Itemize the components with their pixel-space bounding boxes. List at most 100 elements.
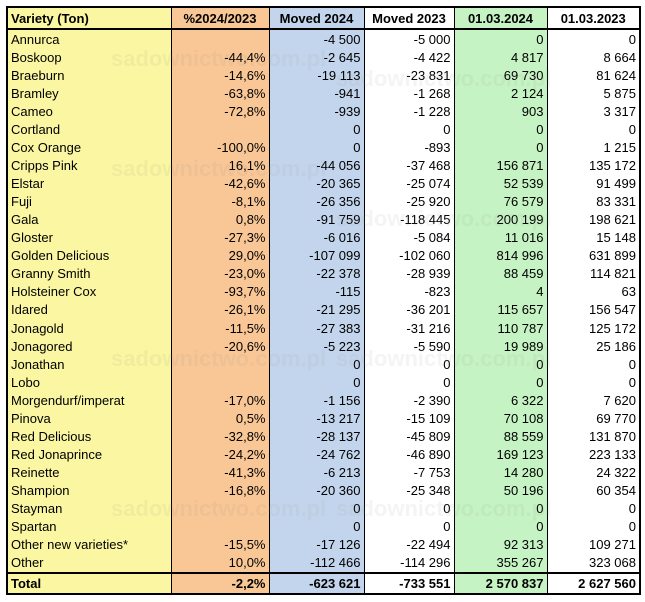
stock-2024-cell: 0 [454, 373, 548, 392]
moved-2023-cell: -893 [364, 138, 455, 157]
stock-2024-cell: 0 [454, 499, 548, 518]
moved-2023-cell: -46 890 [364, 445, 455, 464]
percent-change-cell [171, 29, 270, 49]
variety-cell: Holsteiner Cox [6, 282, 172, 301]
percent-change-cell: 16,1% [171, 156, 270, 175]
stock-2024-cell: 88 559 [454, 427, 548, 446]
percent-change-cell: -14,6% [171, 66, 270, 85]
stock-2024-cell: 0 [454, 120, 548, 139]
moved-2024-cell: -5 223 [269, 337, 365, 356]
table-row: Gloster -27,3% -6 016 -5 084 11 016 15 148 [6, 228, 641, 247]
header-stock-2024: 01.03.2024 [454, 6, 548, 30]
stock-2024-cell: 70 108 [454, 409, 548, 428]
table-row: Gala 0,8% -91 759 -118 445 200 199 198 621 [6, 210, 641, 229]
moved-2024-cell: -20 360 [269, 481, 365, 500]
moved-2024-cell: -20 365 [269, 174, 365, 193]
header-variety: Variety (Ton) [6, 6, 172, 30]
stock-2023-cell: 3 317 [547, 102, 641, 121]
variety-cell: Jonathan [6, 355, 172, 374]
stock-2023-cell: 81 624 [547, 66, 641, 85]
variety-cell: Jonagored [6, 337, 172, 356]
stock-2024-cell: 200 199 [454, 210, 548, 229]
apple-stock-table-container: Variety (Ton) %2024/2023 Moved 2024 Move… [6, 6, 641, 595]
stock-2024-cell: 0 [454, 138, 548, 157]
stock-2024-cell: 0 [454, 29, 548, 49]
stock-2024-cell: 814 996 [454, 246, 548, 265]
moved-2024-cell: -939 [269, 102, 365, 121]
header-moved-2023: Moved 2023 [364, 6, 455, 30]
table-row: Other 10,0% -112 466 -114 296 355 267 323 068 [6, 553, 641, 573]
percent-change-cell: 29,0% [171, 246, 270, 265]
moved-2023-cell: -823 [364, 282, 455, 301]
variety-cell: Boskoop [6, 48, 172, 67]
table-row: Shampion -16,8% -20 360 -25 348 50 196 60 354 [6, 481, 641, 500]
percent-change-cell: -16,8% [171, 481, 270, 500]
table-row: Morgendurf/imperat -17,0% -1 156 -2 390 6 32… [6, 391, 641, 410]
moved-2024-cell: 0 [269, 499, 365, 518]
moved-2024-cell: 0 [269, 373, 365, 392]
moved-2023-cell: -2 390 [364, 391, 455, 410]
total-percent-change: -2,2% [171, 572, 270, 595]
moved-2023-cell: 0 [364, 499, 455, 518]
stock-2024-cell: 903 [454, 102, 548, 121]
percent-change-cell: 0,5% [171, 409, 270, 428]
variety-cell: Shampion [6, 481, 172, 500]
moved-2023-cell: -36 201 [364, 300, 455, 319]
stock-2023-cell: 198 621 [547, 210, 641, 229]
stock-2023-cell: 0 [547, 120, 641, 139]
header-row: Variety (Ton) %2024/2023 Moved 2024 Move… [6, 6, 641, 30]
table-row: Reinette -41,3% -6 213 -7 753 14 280 24 322 [6, 463, 641, 482]
stock-2024-cell: 169 123 [454, 445, 548, 464]
stock-2023-cell: 0 [547, 29, 641, 49]
stock-2024-cell: 110 787 [454, 319, 548, 338]
stock-2023-cell: 7 620 [547, 391, 641, 410]
variety-cell: Cox Orange [6, 138, 172, 157]
moved-2023-cell: 0 [364, 120, 455, 139]
total-label: Total [6, 572, 172, 595]
stock-2023-cell: 0 [547, 373, 641, 392]
moved-2024-cell: -6 213 [269, 463, 365, 482]
header-moved-2024: Moved 2024 [269, 6, 365, 30]
variety-cell: Red Delicious [6, 427, 172, 446]
stock-2024-cell: 69 730 [454, 66, 548, 85]
table-row: Idared -26,1% -21 295 -36 201 115 657 156 547 [6, 300, 641, 319]
moved-2024-cell: -17 126 [269, 535, 365, 554]
stock-2024-cell: 4 [454, 282, 548, 301]
moved-2024-cell: -22 378 [269, 264, 365, 283]
stock-2023-cell: 0 [547, 499, 641, 518]
total-moved-2023: -733 551 [364, 572, 455, 595]
percent-change-cell: -24,2% [171, 445, 270, 464]
percent-change-cell [171, 373, 270, 392]
moved-2023-cell: -31 216 [364, 319, 455, 338]
stock-2023-cell: 1 215 [547, 138, 641, 157]
total-stock-2023: 2 627 560 [547, 572, 641, 595]
percent-change-cell: -17,0% [171, 391, 270, 410]
percent-change-cell: -41,3% [171, 463, 270, 482]
percent-change-cell: 10,0% [171, 553, 270, 573]
moved-2023-cell: 0 [364, 517, 455, 536]
percent-change-cell: -42,6% [171, 174, 270, 193]
moved-2023-cell: -15 109 [364, 409, 455, 428]
table-row: Cox Orange -100,0% 0 -893 0 1 215 [6, 138, 641, 157]
apple-stock-table: Variety (Ton) %2024/2023 Moved 2024 Move… [6, 6, 641, 595]
moved-2024-cell: -26 356 [269, 192, 365, 211]
variety-cell: Cameo [6, 102, 172, 121]
stock-2023-cell: 223 133 [547, 445, 641, 464]
variety-cell: Elstar [6, 174, 172, 193]
total-stock-2024: 2 570 837 [454, 572, 548, 595]
table-row: Lobo 0 0 0 0 [6, 373, 641, 392]
moved-2024-cell: -4 500 [269, 29, 365, 49]
percent-change-cell: -32,8% [171, 427, 270, 446]
stock-2024-cell: 11 016 [454, 228, 548, 247]
variety-cell: Annurca [6, 29, 172, 49]
stock-2023-cell: 131 870 [547, 427, 641, 446]
moved-2024-cell: 0 [269, 138, 365, 157]
percent-change-cell [171, 517, 270, 536]
variety-cell: Idared [6, 300, 172, 319]
percent-change-cell: -23,0% [171, 264, 270, 283]
variety-cell: Morgendurf/imperat [6, 391, 172, 410]
moved-2024-cell: -941 [269, 84, 365, 103]
moved-2023-cell: -25 920 [364, 192, 455, 211]
stock-2023-cell: 25 186 [547, 337, 641, 356]
stock-2024-cell: 88 459 [454, 264, 548, 283]
